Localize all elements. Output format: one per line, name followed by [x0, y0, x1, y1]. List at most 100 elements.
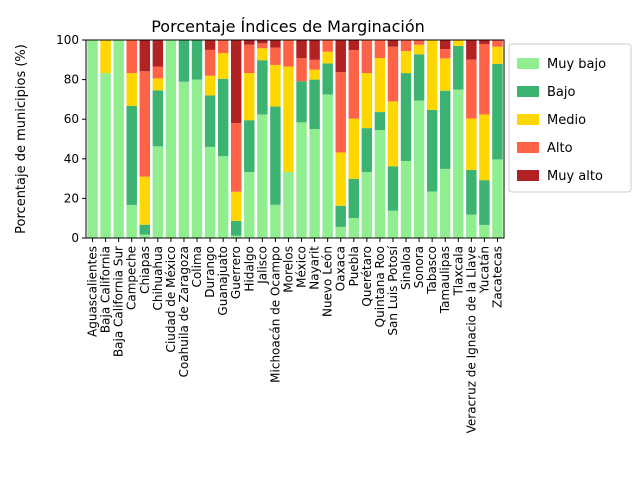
bar-medio-san-luis-potosi	[387, 101, 399, 167]
bar-bajo-sinaloa	[400, 73, 412, 161]
x-tick-label-mexico: México	[295, 246, 309, 288]
x-tick-label-sinaloa: Sinaloa	[399, 246, 413, 290]
bar-muy-bajo-sinaloa	[400, 160, 412, 238]
x-tick-label-coahuila-de-zaragoza: Coahuila de Zaragoza	[177, 246, 191, 377]
bar-bajo-campeche	[126, 105, 137, 205]
bar-bajo-queretaro	[361, 128, 373, 173]
bar-medio-tabasco	[426, 40, 438, 110]
bar-muy-alto-chiapas	[139, 40, 151, 72]
y-tick-label: 0	[71, 231, 79, 245]
legend-swatch-medio	[517, 114, 539, 125]
bar-bajo-tabasco	[426, 109, 438, 192]
bar-muy-bajo-coahuila-de-zaragoza	[178, 81, 190, 238]
legend-swatch-muy-bajo	[517, 58, 539, 69]
x-tick-label-san-luis-potosi: San Luis Potosí	[386, 245, 400, 335]
bar-medio-sinaloa	[400, 51, 412, 74]
bar-medio-baja-california	[100, 40, 111, 74]
bar-bajo-jalisco	[257, 60, 268, 115]
bar-alto-oaxaca	[335, 72, 346, 153]
x-tick-label-tlaxcala: Tlaxcala	[451, 246, 465, 297]
bar-alto-puebla	[348, 50, 360, 119]
legend-label-muy-bajo: Muy bajo	[547, 57, 606, 72]
bar-muy-bajo-baja-california-sur	[113, 40, 124, 238]
bar-muy-alto-mexico	[296, 40, 307, 59]
bar-bajo-guanajuato	[217, 78, 229, 157]
bar-muy-bajo-queretaro	[361, 172, 373, 238]
bar-alto-queretaro	[361, 40, 373, 74]
bar-muy-bajo-nayarit	[309, 129, 320, 238]
x-tick-label-baja-california-sur: Baja California Sur	[112, 246, 126, 357]
bar-muy-bajo-hidalgo	[244, 172, 255, 238]
bar-bajo-nuevo-leon	[322, 63, 333, 95]
bar-muy-bajo-michoacan-de-ocampo	[270, 204, 281, 238]
x-axis: Aguascalientes Baja California Baja Califo…	[86, 238, 504, 433]
x-tick-label-jalisco: Jalisco	[255, 246, 269, 285]
bars-group	[87, 40, 503, 238]
bar-bajo-quintana-roo	[374, 112, 386, 131]
x-tick-label-tamaulipas: Tamaulipas	[438, 246, 452, 314]
bar-bajo-tlaxcala	[453, 45, 464, 90]
bar-muy-bajo-jalisco	[257, 114, 268, 238]
bar-muy-bajo-yucatan	[479, 224, 490, 238]
bar-medio-morelos	[283, 66, 294, 173]
x-tick-label-veracruz-de-ignacio-de-la-llave: Veracruz de Ignacio de la Llave	[464, 246, 478, 433]
bar-medio-sonora	[413, 44, 425, 55]
x-tick-label-yucatan: Yucatán	[477, 246, 491, 294]
bar-medio-nayarit	[309, 69, 320, 80]
x-tick-label-durango: Durango	[203, 246, 217, 298]
x-tick-label-chiapas: Chiapas	[138, 246, 152, 294]
bar-alto-jalisco	[257, 43, 268, 49]
x-tick-label-oaxaca: Oaxaca	[334, 246, 348, 291]
bar-medio-hidalgo	[244, 73, 255, 121]
y-tick-label: 100	[56, 33, 79, 47]
bar-alto-chihuahua	[152, 66, 164, 79]
legend-label-muy-alto: Muy alto	[547, 169, 603, 184]
bar-bajo-puebla	[348, 178, 360, 218]
bar-muy-alto-michoacan-de-ocampo	[270, 40, 281, 48]
bar-muy-bajo-aguascalientes	[87, 40, 98, 238]
bar-muy-alto-jalisco	[257, 40, 268, 44]
bar-medio-yucatan	[479, 114, 490, 181]
legend-swatch-muy-alto	[517, 170, 539, 181]
bar-medio-guerrero	[230, 191, 242, 221]
bar-alto-guerrero	[230, 123, 242, 192]
x-tick-label-chihuahua: Chihuahua	[151, 246, 165, 310]
bar-medio-campeche	[126, 73, 137, 106]
bar-alto-mexico	[296, 58, 307, 82]
bar-bajo-san-luis-potosi	[387, 166, 399, 211]
bar-alto-morelos	[283, 40, 294, 67]
bar-muy-bajo-guanajuato	[217, 156, 229, 238]
bar-bajo-michoacan-de-ocampo	[270, 106, 281, 205]
bar-muy-alto-guerrero	[230, 40, 242, 124]
bar-alto-san-luis-potosi	[387, 46, 399, 102]
bar-muy-bajo-chihuahua	[152, 146, 164, 238]
y-tick-label: 60	[64, 112, 79, 126]
bar-muy-bajo-tabasco	[426, 191, 438, 238]
y-tick-label: 20	[64, 191, 79, 205]
bar-alto-campeche	[126, 40, 137, 74]
bar-medio-tamaulipas	[439, 58, 451, 91]
bar-alto-michoacan-de-ocampo	[270, 47, 281, 65]
bar-muy-bajo-nuevo-leon	[322, 94, 333, 238]
chart-title: Porcentaje Índices de Marginación	[151, 17, 425, 36]
bar-medio-zacatecas	[492, 46, 503, 64]
bar-muy-bajo-tlaxcala	[453, 89, 464, 238]
x-tick-label-baja-california: Baja California	[99, 246, 113, 333]
bar-medio-veracruz-de-ignacio-de-la-llave	[466, 118, 477, 170]
x-tick-label-sonora: Sonora	[412, 246, 426, 288]
bar-muy-alto-san-luis-potosi	[387, 40, 399, 47]
bar-muy-alto-chihuahua	[152, 40, 164, 67]
x-tick-label-ciudad-de-mexico: Ciudad de México	[164, 246, 178, 352]
bar-muy-bajo-oaxaca	[335, 226, 346, 238]
bar-bajo-zacatecas	[492, 63, 503, 160]
bar-muy-bajo-campeche	[126, 204, 137, 238]
bar-medio-oaxaca	[335, 152, 346, 206]
bar-medio-chihuahua	[152, 78, 164, 91]
x-tick-label-colima: Colima	[190, 246, 204, 287]
bar-medio-nuevo-leon	[322, 51, 333, 64]
bar-muy-alto-nayarit	[309, 40, 320, 60]
x-tick-label-nuevo-leon: Nuevo León	[321, 246, 335, 317]
bar-muy-alto-tamaulipas	[439, 40, 451, 50]
bar-bajo-oaxaca	[335, 205, 346, 227]
x-tick-label-guerrero: Guerrero	[229, 246, 243, 299]
